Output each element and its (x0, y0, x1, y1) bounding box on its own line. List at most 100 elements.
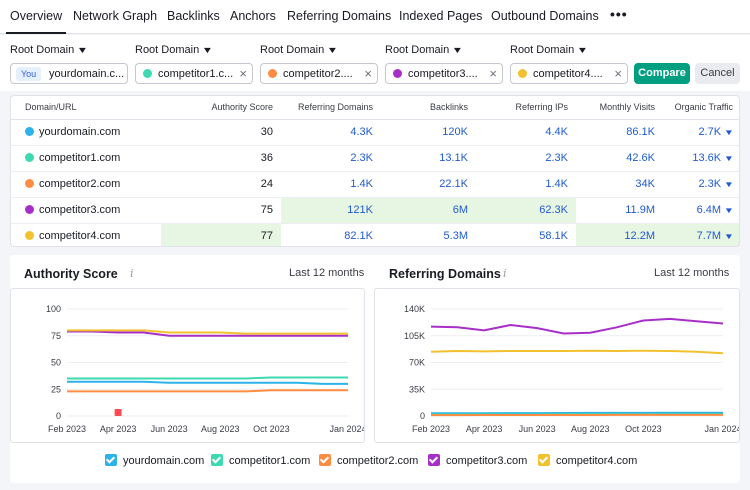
tab-bar: Overview Network Graph Backlinks Anchors… (0, 0, 750, 34)
root-domain-selector-3[interactable]: Root Domain ▼ (260, 44, 338, 56)
expand-chevron-icon[interactable]: ▼ (723, 154, 735, 163)
col-header-referring-ips[interactable]: Referring IPs (476, 96, 576, 120)
authority-score-info-icon[interactable]: i (130, 267, 134, 280)
cell-referring-ips[interactable]: 62.3K (476, 197, 576, 224)
x-tick-label: Jan 2024 (704, 424, 739, 434)
chevron-down-icon: ▼ (76, 45, 89, 55)
series-line-competitor3-com[interactable] (67, 330, 348, 337)
cell-referring-domains[interactable]: 82.1K (281, 223, 381, 246)
remove-domain-icon[interactable]: × (489, 66, 497, 81)
legend-item[interactable]: competitor1.com (211, 454, 310, 467)
col-header-organic-traffic[interactable]: Organic Traffic (663, 96, 739, 120)
tab-backlinks[interactable]: Backlinks (167, 9, 220, 23)
tab-network-graph[interactable]: Network Graph (73, 9, 158, 23)
expand-chevron-icon[interactable]: ▼ (723, 232, 735, 242)
tab-referring-domains[interactable]: Referring Domains (287, 9, 392, 23)
cell-organic-traffic[interactable]: 6.4M ▼ (663, 197, 739, 224)
cell-referring-ips[interactable]: 1.4K (476, 171, 576, 198)
root-domain-selector-4[interactable]: Root Domain ▼ (385, 44, 463, 56)
series-line-competitor3-com[interactable] (430, 317, 724, 335)
cell-referring-ips[interactable]: 4.4K (476, 119, 576, 146)
domain-input-1[interactable]: You yourdomain.c... (10, 63, 128, 84)
cell-referring-domains[interactable]: 2.3K (281, 145, 381, 172)
cell-referring-ips[interactable]: 58.1K (476, 223, 576, 246)
monthly-visits-value: 42.6K (626, 152, 655, 164)
tab-outbound-domains[interactable]: Outbound Domains (491, 9, 599, 23)
col-header-domain[interactable]: Domain/URL (11, 96, 161, 120)
cell-referring-domains[interactable]: 1.4K (281, 171, 381, 198)
cell-backlinks[interactable]: 5.3M (381, 223, 476, 246)
cell-monthly-visits[interactable]: 34K (576, 171, 663, 198)
tab-indexed-pages[interactable]: Indexed Pages (399, 9, 483, 23)
referring-domains-info-icon[interactable]: i (503, 267, 507, 280)
more-tabs-icon[interactable]: ••• (610, 6, 628, 22)
domain-name: competitor4.com (39, 230, 121, 243)
legend-checkbox-icon[interactable] (428, 454, 440, 466)
cell-monthly-visits[interactable]: 42.6K (576, 145, 663, 172)
series-line-competitor1-com[interactable] (67, 376, 348, 380)
x-tick-label: Oct 2023 (625, 424, 662, 434)
cell-monthly-visits[interactable]: 12.2M (576, 223, 663, 246)
tab-overview[interactable]: Overview (5, 9, 67, 34)
remove-domain-icon[interactable]: × (614, 66, 622, 81)
series-line-competitor4-com[interactable] (430, 349, 724, 355)
domain-input-value: competitor2.... (283, 68, 353, 80)
cell-referring-domains[interactable]: 4.3K (281, 119, 381, 146)
domain-input-2[interactable]: competitor1.c... × (135, 63, 253, 84)
comparison-table: Domain/URL Authority Score Referring Dom… (10, 95, 740, 247)
cell-backlinks[interactable]: 22.1K (381, 171, 476, 198)
referring-ips-value: 58.1K (539, 230, 568, 243)
cell-organic-traffic[interactable]: 7.7M ▼ (663, 223, 739, 246)
expand-chevron-icon[interactable]: ▼ (723, 180, 735, 189)
referring-domains-plot: 0 35K 70K 105K 140K Feb 2023 Apr 2023 Jun 2023 A… (404, 304, 742, 434)
compare-button[interactable]: Compare (634, 63, 690, 84)
cell-organic-traffic[interactable]: 13.6K ▼ (663, 145, 739, 172)
root-domain-selector-1[interactable]: Root Domain ▼ (10, 44, 89, 56)
legend-checkbox-icon[interactable] (211, 454, 223, 466)
domain-input-5[interactable]: competitor4.... × (510, 63, 628, 84)
root-domain-selector-5[interactable]: Root Domain ▼ (510, 44, 588, 56)
cell-organic-traffic[interactable]: 2.7K ▼ (663, 119, 739, 146)
legend-checkbox-icon[interactable] (319, 454, 331, 466)
cell-referring-domains[interactable]: 121K (281, 197, 381, 224)
col-header-authority-score[interactable]: Authority Score (161, 96, 281, 120)
cell-monthly-visits[interactable]: 86.1K (576, 119, 663, 146)
event-marker[interactable] (114, 409, 122, 416)
domain-input-4[interactable]: competitor3.... × (385, 63, 503, 84)
col-header-monthly-visits[interactable]: Monthly Visits (576, 96, 663, 120)
legend-item[interactable]: competitor4.com (538, 454, 637, 467)
cancel-button[interactable]: Cancel (695, 63, 740, 84)
series-line-competitor2-com[interactable] (67, 389, 348, 393)
domain-name: competitor3.com (39, 204, 121, 216)
legend-checkbox-icon[interactable] (105, 454, 117, 466)
expand-chevron-icon[interactable]: ▼ (723, 206, 735, 215)
authority-score-value: 30 (260, 126, 273, 138)
legend-item[interactable]: competitor2.com (319, 454, 418, 467)
remove-domain-icon[interactable]: × (364, 66, 372, 81)
expand-chevron-icon[interactable]: ▼ (723, 128, 735, 137)
remove-domain-icon[interactable]: × (239, 66, 247, 81)
cell-backlinks[interactable]: 13.1K (381, 145, 476, 172)
domain-color-dot (518, 69, 527, 78)
series-line-yourdomain-com[interactable] (430, 411, 723, 415)
col-header-backlinks[interactable]: Backlinks (381, 96, 476, 120)
root-domain-selector-2[interactable]: Root Domain ▼ (135, 44, 213, 56)
series-line-competitor4-com[interactable] (67, 329, 348, 335)
legend-item[interactable]: yourdomain.com (105, 454, 204, 467)
cell-organic-traffic[interactable]: 2.3K ▼ (663, 171, 739, 198)
cell-domain: competitor4.com (11, 223, 161, 246)
legend-checkbox-icon[interactable] (538, 454, 550, 466)
cell-backlinks[interactable]: 6M (381, 197, 476, 224)
tab-anchors[interactable]: Anchors (230, 9, 276, 23)
cell-monthly-visits[interactable]: 11.9M (576, 197, 663, 224)
legend-item[interactable]: competitor3.com (428, 454, 527, 467)
domain-input-3[interactable]: competitor2.... × (260, 63, 378, 84)
series-line-yourdomain-com[interactable] (67, 380, 348, 385)
referring-domains-chart-title: Referring Domains (389, 267, 501, 281)
authority-score-value: 36 (260, 152, 273, 164)
col-header-referring-domains[interactable]: Referring Domains (281, 96, 381, 120)
domain-color-dot (25, 153, 34, 162)
cell-referring-ips[interactable]: 2.3K (476, 145, 576, 172)
domain-color-dot (25, 179, 34, 188)
cell-backlinks[interactable]: 120K (381, 119, 476, 146)
